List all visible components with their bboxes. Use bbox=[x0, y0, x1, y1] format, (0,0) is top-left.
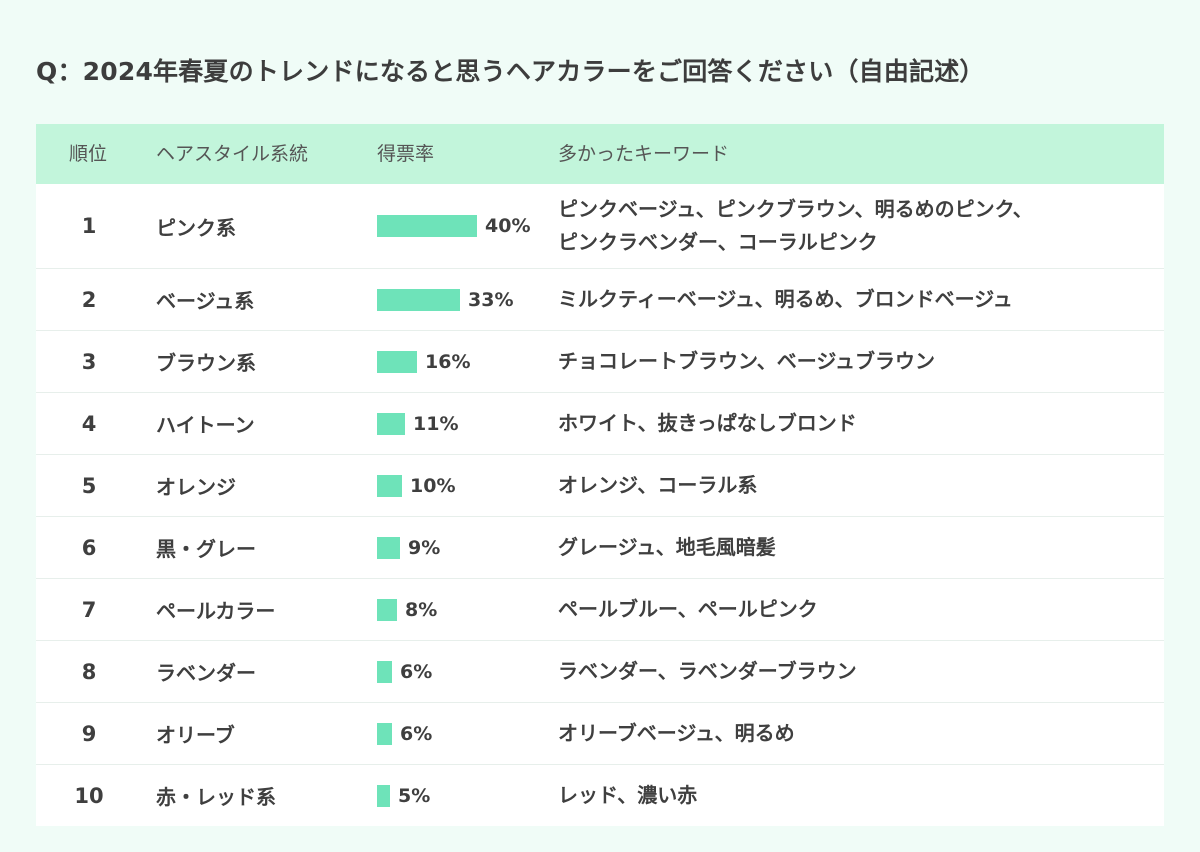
rate-label: 40% bbox=[485, 215, 531, 237]
rate-bar bbox=[377, 598, 397, 621]
keywords-text: オリーブベージュ、明るめ bbox=[558, 721, 795, 745]
keywords-text: ラベンダー、ラベンダーブラウン bbox=[558, 659, 857, 683]
table-row: 1 ピンク系 40% ピンクベージュ、ピンクブラウン、明るめのピンク、 ピンクラベンダ… bbox=[36, 184, 1164, 268]
keywords-text: ホワイト、抜きっぱなしブロンド bbox=[558, 411, 857, 435]
rank-cell: 10 bbox=[74, 783, 104, 808]
keywords-text: ピンクベージュ、ピンクブラウン、明るめのピンク、 ピンクラベンダー、コーラルピン… bbox=[558, 197, 1033, 254]
table-row: 6 黒・グレー 9% グレージュ、地毛風暗髪 bbox=[36, 516, 1164, 578]
keywords-cell: グレージュ、地毛風暗髪 bbox=[558, 517, 776, 578]
style-cell: ラベンダー bbox=[156, 661, 256, 685]
table-row: 9 オリーブ 6% オリーブベージュ、明るめ bbox=[36, 702, 1164, 764]
header-rate: 得票率 bbox=[377, 143, 435, 165]
keywords-cell: チョコレートブラウン、ベージュブラウン bbox=[558, 331, 935, 392]
rate-label: 8% bbox=[405, 598, 438, 621]
style-cell: ブラウン系 bbox=[156, 351, 256, 375]
rate-cell: 5% bbox=[377, 765, 557, 826]
chart-title: Q：2024年春夏のトレンドになると思うヘアカラーをご回答ください（自由記述） bbox=[36, 57, 985, 86]
rank-cell: 2 bbox=[81, 287, 97, 312]
rate-cell: 9% bbox=[377, 517, 557, 578]
style-cell: ベージュ系 bbox=[156, 289, 255, 313]
rate-label: 5% bbox=[398, 784, 431, 807]
rate-cell: 8% bbox=[377, 579, 557, 640]
rank-cell: 9 bbox=[81, 721, 97, 746]
keywords-text: オレンジ、コーラル系 bbox=[558, 473, 758, 497]
rate-cell: 11% bbox=[377, 393, 557, 454]
rate-cell: 33% bbox=[377, 269, 557, 330]
rate-label: 16% bbox=[425, 350, 471, 373]
rank-cell: 8 bbox=[81, 659, 97, 684]
keywords-cell: オリーブベージュ、明るめ bbox=[558, 703, 795, 764]
rank-cell: 5 bbox=[81, 473, 97, 498]
rate-label: 10% bbox=[410, 474, 456, 497]
rate-bar bbox=[377, 412, 405, 435]
rate-label: 6% bbox=[400, 722, 433, 745]
rate-cell: 40% bbox=[377, 184, 557, 268]
table-row: 10 赤・レッド系 5% レッド、濃い赤 bbox=[36, 764, 1164, 826]
keywords-text: ミルクティーベージュ、明るめ、ブロンドベージュ bbox=[558, 287, 1013, 311]
table-row: 5 オレンジ 10% オレンジ、コーラル系 bbox=[36, 454, 1164, 516]
rate-cell: 16% bbox=[377, 331, 557, 392]
rate-cell: 6% bbox=[377, 703, 557, 764]
keywords-text: グレージュ、地毛風暗髪 bbox=[558, 535, 776, 559]
rate-cell: 10% bbox=[377, 455, 557, 516]
rate-label: 6% bbox=[400, 660, 433, 683]
rate-label: 33% bbox=[468, 288, 514, 311]
table-body: 1 ピンク系 40% ピンクベージュ、ピンクブラウン、明るめのピンク、 ピンクラベンダ… bbox=[36, 184, 1164, 826]
style-cell: オレンジ bbox=[156, 475, 236, 499]
rate-bar bbox=[377, 536, 400, 559]
rate-label: 9% bbox=[408, 536, 441, 559]
style-cell: オリーブ bbox=[156, 723, 235, 747]
header-keywords: 多かったキーワード bbox=[558, 143, 730, 165]
keywords-cell: ホワイト、抜きっぱなしブロンド bbox=[558, 393, 857, 454]
keywords-cell: レッド、濃い赤 bbox=[558, 765, 697, 826]
keywords-cell: ミルクティーベージュ、明るめ、ブロンドベージュ bbox=[558, 269, 1013, 330]
style-cell: ハイトーン bbox=[156, 413, 255, 437]
keywords-text: ペールブルー、ペールピンク bbox=[558, 597, 818, 621]
style-cell: 黒・グレー bbox=[156, 537, 256, 561]
table-row: 3 ブラウン系 16% チョコレートブラウン、ベージュブラウン bbox=[36, 330, 1164, 392]
header-rank: 順位 bbox=[69, 143, 108, 165]
keywords-cell: ラベンダー、ラベンダーブラウン bbox=[558, 641, 857, 702]
keywords-text: チョコレートブラウン、ベージュブラウン bbox=[558, 349, 935, 373]
rate-bar bbox=[377, 474, 402, 497]
rate-bar bbox=[377, 215, 477, 237]
table-row: 8 ラベンダー 6% ラベンダー、ラベンダーブラウン bbox=[36, 640, 1164, 702]
header-style: ヘアスタイル系統 bbox=[156, 143, 309, 165]
rank-cell: 4 bbox=[81, 411, 97, 436]
style-cell: 赤・レッド系 bbox=[156, 785, 276, 809]
rate-bar bbox=[377, 784, 390, 807]
rate-bar bbox=[377, 288, 460, 311]
rank-cell: 6 bbox=[81, 535, 97, 560]
rate-label: 11% bbox=[413, 412, 459, 435]
rate-cell: 6% bbox=[377, 641, 557, 702]
ranking-table: 順位 ヘアスタイル系統 得票率 多かったキーワード 1 ピンク系 40% ピンクベージ… bbox=[36, 124, 1164, 826]
rate-bar bbox=[377, 350, 417, 373]
rank-cell: 1 bbox=[81, 214, 97, 238]
rate-bar bbox=[377, 660, 392, 683]
table-row: 7 ペールカラー 8% ペールブルー、ペールピンク bbox=[36, 578, 1164, 640]
style-cell: ペールカラー bbox=[156, 599, 276, 623]
keywords-cell: オレンジ、コーラル系 bbox=[558, 455, 757, 516]
rank-cell: 3 bbox=[81, 349, 97, 374]
style-cell: ピンク系 bbox=[156, 215, 236, 240]
keywords-cell: ピンクベージュ、ピンクブラウン、明るめのピンク、 ピンクラベンダー、コーラルピン… bbox=[558, 184, 1033, 268]
rate-bar bbox=[377, 722, 392, 745]
keywords-text: レッド、濃い赤 bbox=[558, 783, 698, 807]
table-row: 2 ベージュ系 33% ミルクティーベージュ、明るめ、ブロンドベージュ bbox=[36, 268, 1164, 330]
table-row: 4 ハイトーン 11% ホワイト、抜きっぱなしブロンド bbox=[36, 392, 1164, 454]
rank-cell: 7 bbox=[81, 597, 97, 622]
table-header: 順位 ヘアスタイル系統 得票率 多かったキーワード bbox=[36, 124, 1164, 184]
keywords-cell: ペールブルー、ペールピンク bbox=[558, 579, 818, 640]
